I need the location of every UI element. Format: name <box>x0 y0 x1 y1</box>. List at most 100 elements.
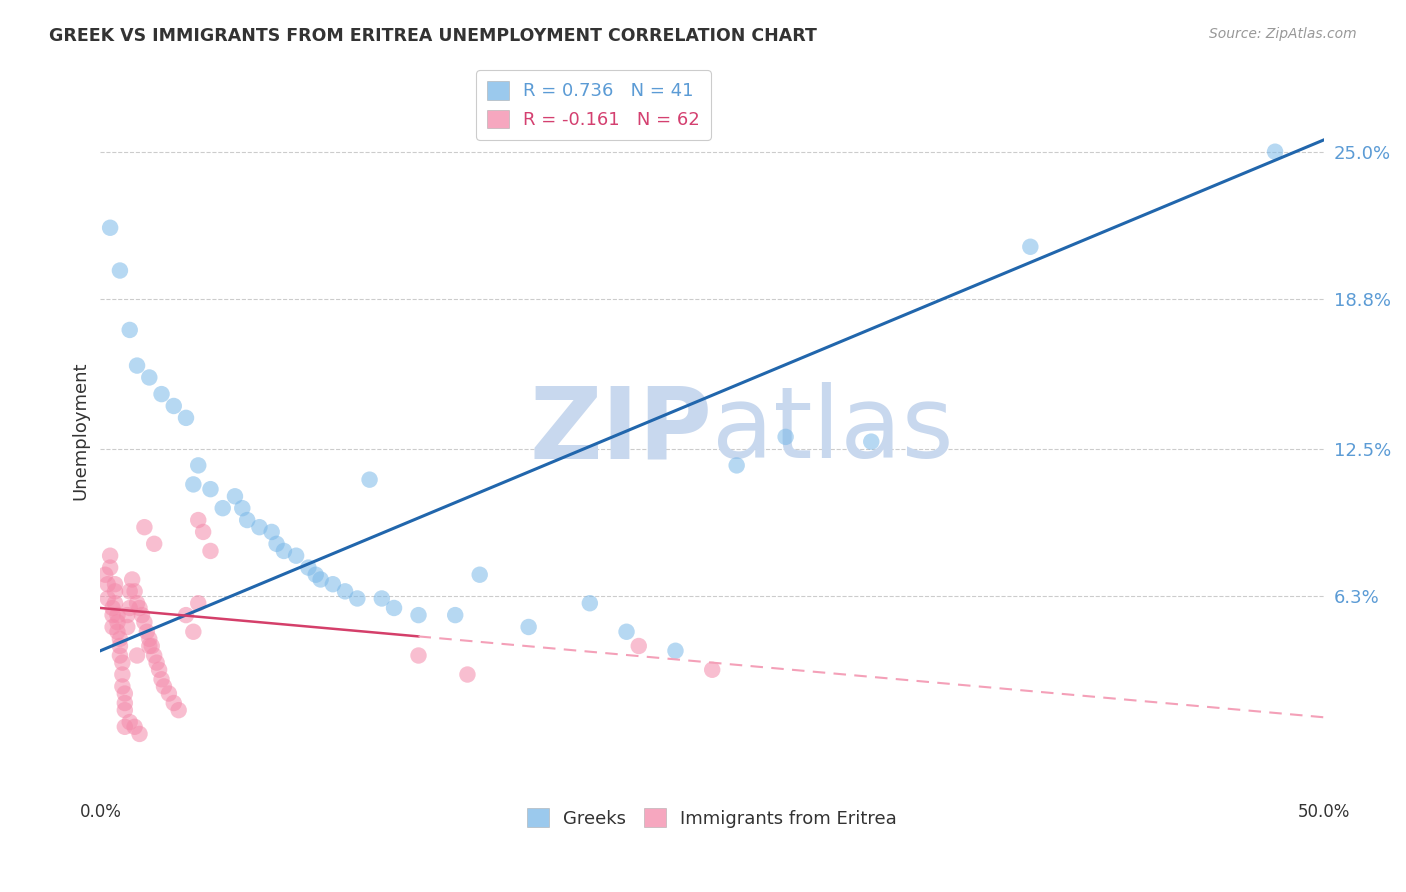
Point <box>236 513 259 527</box>
Point <box>305 567 328 582</box>
Point <box>108 263 131 277</box>
Point <box>702 663 724 677</box>
Point <box>167 703 190 717</box>
Point <box>200 482 222 496</box>
Point <box>249 520 271 534</box>
Point <box>725 458 748 473</box>
Point <box>128 601 150 615</box>
Point <box>104 596 127 610</box>
Point <box>121 573 143 587</box>
Point <box>114 703 136 717</box>
Point <box>187 458 209 473</box>
Point <box>163 696 186 710</box>
Point <box>138 370 160 384</box>
Point <box>371 591 394 606</box>
Point <box>98 220 121 235</box>
Point <box>285 549 308 563</box>
Text: atlas: atlas <box>713 383 953 479</box>
Point <box>408 648 430 663</box>
Point <box>143 648 166 663</box>
Point <box>163 399 186 413</box>
Y-axis label: Unemployment: Unemployment <box>72 361 89 500</box>
Point <box>322 577 344 591</box>
Point <box>148 663 170 677</box>
Point <box>187 596 209 610</box>
Text: ZIP: ZIP <box>529 383 713 479</box>
Point <box>145 656 167 670</box>
Point <box>382 601 405 615</box>
Point <box>150 673 173 687</box>
Point <box>131 608 153 623</box>
Text: GREEK VS IMMIGRANTS FROM ERITREA UNEMPLOYMENT CORRELATION CHART: GREEK VS IMMIGRANTS FROM ERITREA UNEMPLO… <box>49 27 817 45</box>
Point <box>260 524 283 539</box>
Point <box>97 591 120 606</box>
Point <box>150 387 173 401</box>
Point <box>98 549 121 563</box>
Point <box>157 687 180 701</box>
Point <box>104 577 127 591</box>
Point <box>664 644 686 658</box>
Point <box>108 648 131 663</box>
Point <box>224 489 246 503</box>
Point <box>183 477 205 491</box>
Point <box>107 624 129 639</box>
Point <box>108 639 131 653</box>
Point <box>118 323 141 337</box>
Point <box>97 577 120 591</box>
Point <box>174 410 197 425</box>
Point <box>187 513 209 527</box>
Point <box>111 667 134 681</box>
Point <box>231 501 253 516</box>
Point <box>134 615 156 630</box>
Point <box>107 615 129 630</box>
Point <box>408 608 430 623</box>
Point <box>107 608 129 623</box>
Point <box>124 720 146 734</box>
Point <box>118 714 141 729</box>
Point <box>297 560 319 574</box>
Point <box>174 608 197 623</box>
Point <box>456 667 478 681</box>
Point <box>444 608 467 623</box>
Point <box>111 680 134 694</box>
Point <box>143 537 166 551</box>
Point <box>108 632 131 646</box>
Point <box>134 520 156 534</box>
Point <box>860 434 883 449</box>
Point <box>191 524 214 539</box>
Point <box>359 473 381 487</box>
Point <box>183 624 205 639</box>
Point <box>200 544 222 558</box>
Point <box>128 727 150 741</box>
Point <box>114 696 136 710</box>
Point <box>309 573 332 587</box>
Point <box>141 639 163 653</box>
Point <box>468 567 491 582</box>
Point <box>118 584 141 599</box>
Point <box>346 591 368 606</box>
Point <box>118 601 141 615</box>
Point <box>138 639 160 653</box>
Point <box>211 501 233 516</box>
Legend: Greeks, Immigrants from Eritrea: Greeks, Immigrants from Eritrea <box>520 801 904 835</box>
Point <box>138 632 160 646</box>
Point <box>153 680 176 694</box>
Point <box>266 537 288 551</box>
Point <box>627 639 650 653</box>
Point <box>101 608 124 623</box>
Point <box>125 648 148 663</box>
Point <box>775 430 797 444</box>
Point <box>125 359 148 373</box>
Text: Source: ZipAtlas.com: Source: ZipAtlas.com <box>1209 27 1357 41</box>
Point <box>125 596 148 610</box>
Point <box>117 620 139 634</box>
Point <box>517 620 540 634</box>
Point <box>104 584 127 599</box>
Point <box>94 567 117 582</box>
Point <box>98 560 121 574</box>
Point <box>101 620 124 634</box>
Point <box>111 656 134 670</box>
Point <box>101 601 124 615</box>
Point <box>114 720 136 734</box>
Point <box>114 687 136 701</box>
